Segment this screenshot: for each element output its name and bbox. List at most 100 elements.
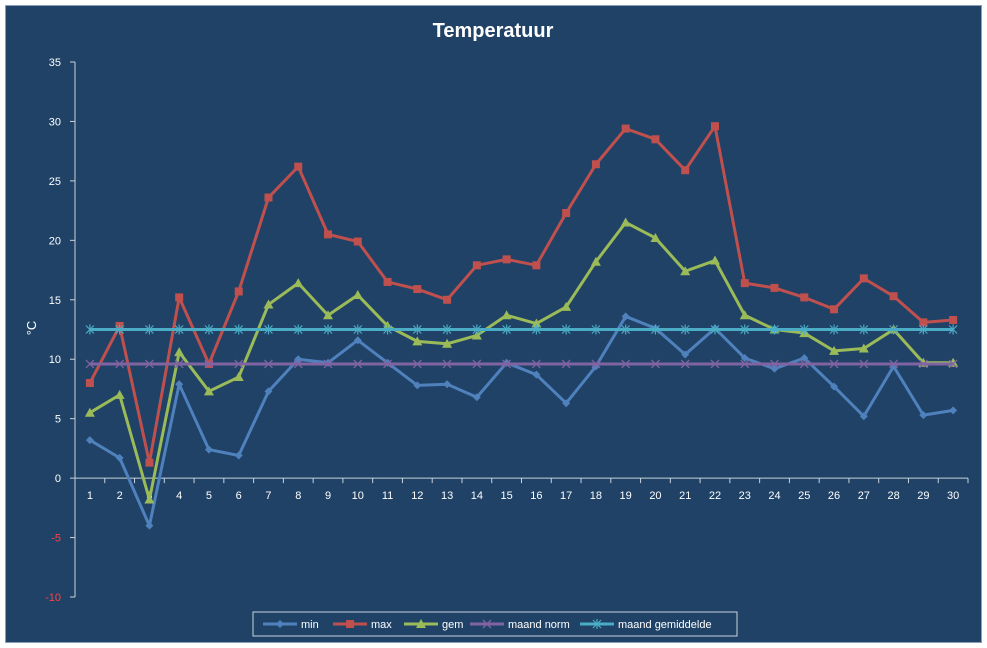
- data-point-max: [383, 277, 392, 286]
- legend-marker-maand-gemiddelde: [592, 619, 602, 629]
- data-point-maand-norm: [174, 359, 184, 369]
- data-point-max: [353, 237, 362, 246]
- data-point-gem: [471, 330, 482, 340]
- data-point-maand-norm: [85, 359, 95, 369]
- y-tick-label: 15: [49, 295, 61, 307]
- data-point-maand-gemiddelde: [799, 324, 809, 335]
- series-gem: [84, 217, 959, 504]
- x-tick-label: 19: [620, 490, 632, 502]
- x-tick-label: 23: [739, 490, 751, 502]
- data-point-maand-gemiddelde: [859, 324, 869, 335]
- data-point-maand-gemiddelde: [472, 324, 482, 335]
- data-point-gem: [144, 494, 155, 504]
- legend-marker-min: [276, 620, 284, 628]
- data-point-max: [740, 279, 749, 288]
- data-point-max: [949, 315, 958, 324]
- legend-marker-maand-norm: [482, 619, 492, 629]
- data-point-maand-gemiddelde: [680, 324, 690, 335]
- series-line-gem: [89, 221, 954, 502]
- data-point-maand-gemiddelde: [442, 324, 452, 335]
- data-point-max: [264, 193, 273, 202]
- x-tick-label: 14: [471, 490, 483, 502]
- legend-marker-gem: [416, 619, 426, 628]
- data-point-max: [175, 293, 184, 302]
- data-point-maand-gemiddelde: [383, 324, 392, 335]
- data-point-min: [413, 381, 422, 390]
- x-tick-label: 1: [87, 490, 93, 502]
- y-axis-label: °C: [24, 321, 39, 336]
- data-point-min: [115, 453, 124, 462]
- data-point-min: [740, 354, 749, 363]
- data-point-maand-gemiddelde: [531, 324, 541, 335]
- y-tick-label: 30: [49, 116, 61, 128]
- series-line-min: [89, 314, 954, 528]
- data-point-gem: [174, 347, 185, 357]
- x-tick-label: 18: [590, 490, 602, 502]
- legend-label-min: min: [301, 619, 319, 631]
- data-point-gem: [739, 310, 750, 320]
- data-point-maand-norm: [234, 359, 244, 369]
- data-point-maand-norm: [502, 359, 512, 369]
- data-point-maand-norm: [770, 359, 779, 369]
- legend-label-gem: gem: [442, 619, 463, 631]
- data-point-max: [85, 379, 94, 387]
- data-point-maand-gemiddelde: [234, 324, 244, 335]
- data-point-gem: [203, 386, 214, 396]
- data-point-maand-norm: [293, 359, 303, 369]
- data-point-maand-gemiddelde: [174, 324, 184, 335]
- data-point-maand-gemiddelde: [829, 324, 839, 335]
- legend-marker-max: [346, 620, 354, 628]
- y-tick-label: 5: [55, 414, 61, 426]
- data-point-max: [800, 293, 809, 302]
- legend: min max gem maand norm maand gemiddelde: [252, 611, 738, 637]
- data-point-maand-gemiddelde: [561, 324, 571, 335]
- x-tick-label: 21: [679, 490, 691, 502]
- x-tick-label: 12: [411, 490, 423, 502]
- data-point-min: [85, 436, 94, 445]
- data-point-gem: [650, 232, 661, 242]
- x-tick-label: 28: [887, 490, 899, 502]
- data-point-maand-norm: [889, 359, 899, 369]
- y-tick-label: -5: [51, 533, 61, 545]
- data-point-max: [324, 230, 333, 239]
- x-tick-label: 26: [828, 490, 840, 502]
- data-point-maand-norm: [144, 359, 154, 369]
- data-point-gem: [323, 310, 334, 320]
- legend-label-maand-gemiddelde: maand gemiddelde: [618, 619, 712, 631]
- data-point-gem: [561, 301, 572, 311]
- data-point-maand-norm: [264, 359, 273, 369]
- x-tick-label: 29: [917, 490, 929, 502]
- data-point-gem: [620, 217, 631, 227]
- data-point-max: [830, 305, 839, 314]
- x-tick-label: 7: [265, 490, 271, 502]
- data-point-max: [591, 160, 600, 169]
- data-point-gem: [263, 299, 274, 309]
- data-point-maand-gemiddelde: [264, 324, 273, 335]
- x-tick-label: 20: [649, 490, 661, 502]
- data-point-maand-norm: [740, 359, 750, 369]
- y-tick-label: 20: [49, 235, 61, 247]
- legend-label-max: max: [371, 619, 392, 631]
- data-point-gem: [858, 343, 869, 353]
- data-point-maand-gemiddelde: [918, 324, 928, 335]
- data-point-maand-gemiddelde: [144, 324, 154, 335]
- data-point-min: [443, 380, 452, 389]
- data-point-maand-gemiddelde: [621, 324, 631, 335]
- axes: 35302520151050-5-10123456789101112131415…: [45, 57, 969, 604]
- data-point-max: [710, 122, 719, 131]
- data-point-max: [889, 292, 898, 301]
- data-point-gem: [233, 372, 244, 382]
- data-point-maand-gemiddelde: [293, 324, 303, 335]
- data-point-maand-gemiddelde: [204, 324, 214, 335]
- data-point-maand-norm: [412, 359, 422, 369]
- data-point-maand-norm: [442, 359, 452, 369]
- data-point-maand-norm: [472, 359, 482, 369]
- data-point-max: [443, 295, 452, 304]
- data-point-max: [681, 166, 690, 175]
- data-point-min: [621, 312, 630, 321]
- y-tick-label: 10: [49, 354, 61, 366]
- data-point-max: [859, 274, 868, 283]
- data-point-gem: [114, 389, 125, 399]
- data-point-max: [145, 458, 154, 467]
